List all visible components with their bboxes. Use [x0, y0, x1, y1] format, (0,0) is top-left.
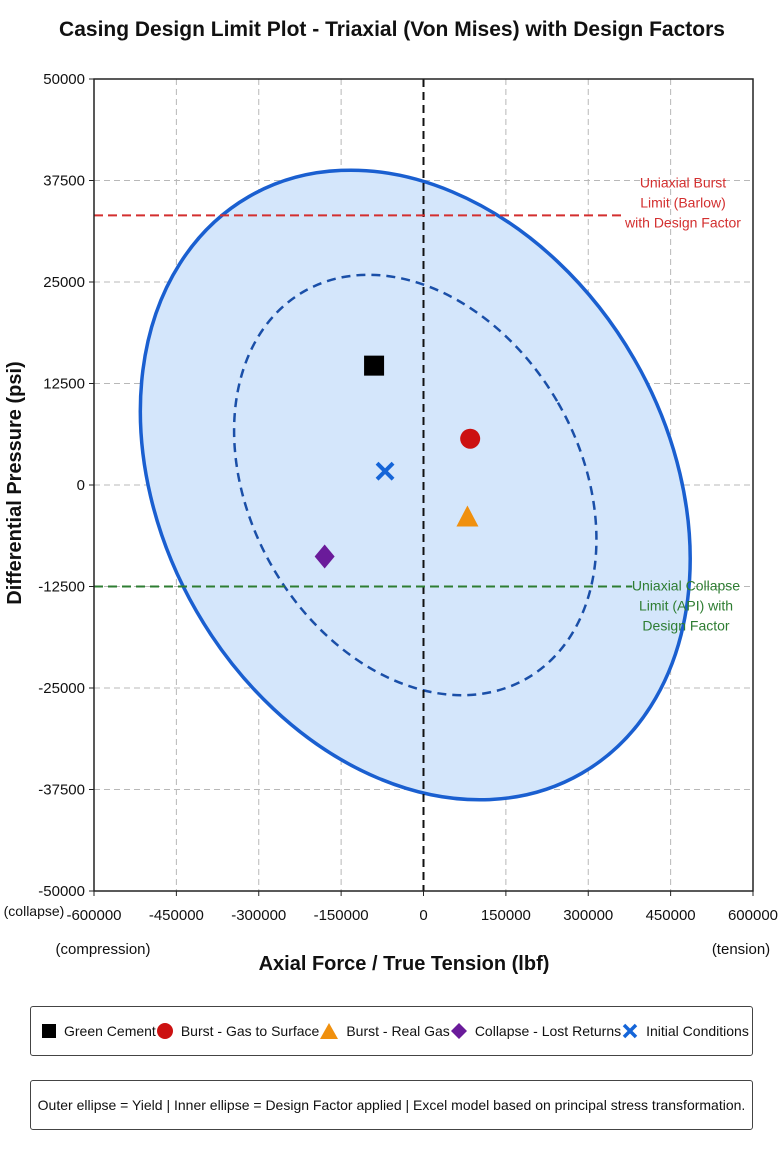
- chart-title: Casing Design Limit Plot - Triaxial (Von…: [59, 18, 725, 41]
- limit-lines: Uniaxial Burst Limit (Barlow) with Design …: [94, 174, 741, 634]
- x-tick-label: -450000: [149, 907, 204, 924]
- y-tick-label: 0: [77, 477, 85, 494]
- x-axis-title: Axial Force / True Tension (lbf): [259, 953, 550, 975]
- marker-burst-gas-to-surface: [460, 428, 481, 449]
- y-axis-end-label: (collapse): [4, 903, 65, 919]
- circle-icon: [156, 1023, 173, 1039]
- x-tick-label: -150000: [314, 907, 369, 924]
- x-tick-label: -600000: [66, 907, 121, 924]
- legend-item-burst-real-gas: Burst - Real Gas: [319, 1022, 450, 1040]
- ellipses: [138, 168, 692, 802]
- collapse-limit-label: Uniaxial Collapse: [632, 578, 740, 594]
- chart: Casing Design Limit Plot - Triaxial (Von…: [4, 18, 778, 975]
- data-markers: [314, 355, 481, 569]
- legend-item-green-cement: Green Cement: [41, 1023, 156, 1039]
- legend-label: Collapse - Lost Returns: [474, 1023, 622, 1039]
- burst-limit-label: Uniaxial Burst: [640, 174, 726, 190]
- y-tick-label: 12500: [43, 376, 85, 393]
- x-tick-label: 0: [419, 907, 427, 924]
- y-tick-label: -25000: [38, 680, 85, 697]
- marker-collapse-lost-returns: [314, 544, 335, 569]
- x-tick-label: 600000: [728, 907, 778, 924]
- legend: Green Cement Burst - Gas to Surface Burs…: [30, 1006, 753, 1056]
- y-tick-label: 37500: [43, 173, 85, 190]
- legend-label: Burst - Real Gas: [346, 1023, 450, 1039]
- legend-label: Burst - Gas to Surface: [180, 1023, 320, 1039]
- legend-item-burst-gas-to-surface: Burst - Gas to Surface: [156, 1022, 320, 1040]
- diamond-icon: [450, 1023, 467, 1039]
- note-text: Outer ellipse = Yield | Inner ellipse = …: [37, 1097, 746, 1113]
- x-icon: [622, 1023, 638, 1039]
- triangle-icon: [320, 1023, 339, 1039]
- burst-limit-label: Limit (Barlow): [640, 194, 726, 210]
- y-tick-label: 50000: [43, 71, 85, 88]
- x-tick-label: 450000: [646, 907, 696, 924]
- tick-labels: -600000 -450000 -300000 -150000 0 150000 30000…: [38, 71, 778, 924]
- y-tick-label: -37500: [38, 782, 85, 799]
- x-axis-end-label-left: (compression): [55, 941, 150, 958]
- collapse-limit-label: Design Factor: [642, 618, 729, 634]
- marker-green-cement: [364, 355, 385, 376]
- y-tick-label: -12500: [38, 579, 85, 596]
- x-tick-label: -300000: [231, 907, 286, 924]
- legend-label: Green Cement: [64, 1023, 156, 1039]
- y-axis-title: Differential Pressure (psi): [4, 361, 26, 604]
- note-box: Outer ellipse = Yield | Inner ellipse = …: [30, 1080, 753, 1130]
- marker-initial-conditions: [375, 461, 395, 481]
- legend-label: Initial Conditions: [646, 1023, 749, 1039]
- y-tick-label: 25000: [43, 274, 85, 291]
- x-tick-label: 150000: [481, 907, 531, 924]
- legend-item-collapse-lost-returns: Collapse - Lost Returns: [450, 1022, 621, 1040]
- collapse-limit-label: Limit (API) with: [639, 598, 733, 614]
- design-factor-ellipse: [232, 273, 598, 697]
- yield-ellipse: [138, 168, 692, 802]
- legend-item-initial-conditions: Initial Conditions: [621, 1022, 749, 1040]
- burst-limit-label: with Design Factor: [624, 214, 741, 230]
- x-tick-label: 300000: [563, 907, 613, 924]
- y-tick-label: -50000: [38, 883, 85, 900]
- square-icon: [42, 1024, 56, 1038]
- x-axis-end-label-right: (tension): [712, 941, 770, 958]
- marker-burst-real-gas: [456, 505, 479, 527]
